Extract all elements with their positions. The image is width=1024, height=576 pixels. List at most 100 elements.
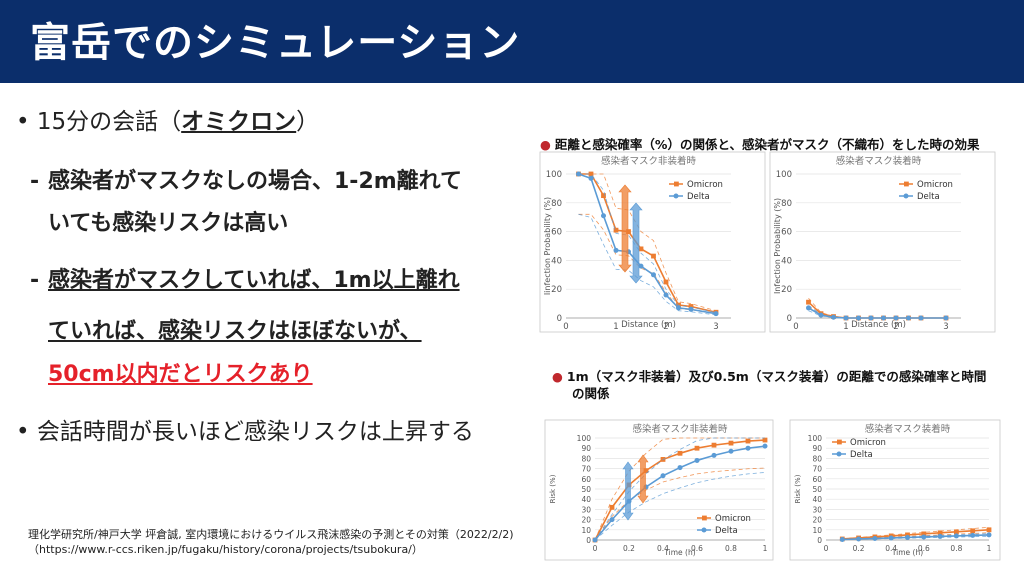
confidence-band-line xyxy=(842,535,990,541)
y-tick-label: 20 xyxy=(812,516,822,525)
dash-mark: - xyxy=(30,268,40,293)
delta-point xyxy=(626,498,632,504)
x-axis-label: Time (h) xyxy=(891,548,923,557)
source-line-1: 理化学研究所/神戸大学 坪倉誠, 室内環境におけるウイルス飛沫感染の予測とその対… xyxy=(28,528,514,541)
delta-point xyxy=(711,452,717,458)
legend-label: Delta xyxy=(715,526,738,536)
y-axis-label: Risk (%) xyxy=(549,474,557,503)
delta-point xyxy=(613,247,619,253)
y-tick-label: 80 xyxy=(551,199,562,209)
omicron-point xyxy=(694,445,700,451)
dash-text-2c: 50cm以内だとリスクあり xyxy=(48,362,313,387)
delta-point xyxy=(676,305,681,311)
bullet-time-text: 会話時間が長いほど感染リスクは上昇する xyxy=(36,419,474,445)
omicron-point xyxy=(713,309,719,315)
dash-text-1b: いても感染リスクは高い xyxy=(48,211,289,236)
title-bar: 富岳でのシミュレーション xyxy=(0,0,1024,83)
omicron-point xyxy=(626,229,631,234)
confidence-band-line xyxy=(808,310,946,319)
y-tick-label: 90 xyxy=(812,444,822,453)
omicron-point xyxy=(728,440,734,446)
source-citation: 理化学研究所/神戸大学 坪倉誠, 室内環境におけるウイルス飛沫感染の予測とその対… xyxy=(28,527,514,557)
omicron-point xyxy=(954,529,959,535)
delta-point xyxy=(868,315,874,321)
x-tick-label: 1 xyxy=(987,544,992,553)
range-arrow-shape xyxy=(622,461,634,521)
omicron-point xyxy=(986,527,992,533)
omicron-point xyxy=(970,528,976,534)
omicron-point xyxy=(881,315,886,321)
caption-top: ● 距離と感染確率（%）の関係と、感染者がマスク（不織布）をした時の効果 xyxy=(540,134,979,153)
y-tick-label: 60 xyxy=(781,228,792,238)
y-tick-label: 40 xyxy=(812,495,822,504)
omicron-point xyxy=(918,315,924,321)
legend-label: Delta xyxy=(917,192,940,202)
range-arrow-shape xyxy=(618,184,632,273)
chart-frame xyxy=(539,151,766,333)
range-arrow xyxy=(629,202,643,284)
range-arrow-shape xyxy=(629,202,643,284)
page-title: 富岳でのシミュレーション xyxy=(30,20,521,66)
y-tick-label: 50 xyxy=(581,485,591,494)
delta-point xyxy=(937,533,943,539)
series-line xyxy=(842,529,990,540)
y-axis-label: Risk (%) xyxy=(794,474,802,503)
delta-point xyxy=(839,536,845,542)
chart-title: 感染者マスク装着時 xyxy=(836,155,922,167)
omicron-point xyxy=(905,532,910,538)
omicron-point xyxy=(601,193,606,198)
delta-point xyxy=(918,315,924,321)
omicron-point xyxy=(856,535,861,541)
legend-label: Omicron xyxy=(687,180,723,190)
x-tick-label: 2 xyxy=(663,322,668,332)
omicron-point xyxy=(660,457,666,462)
delta-point xyxy=(694,457,700,463)
omicron-point xyxy=(888,533,894,539)
confidence-band-line xyxy=(578,173,717,313)
bullet-conversation: • 15分の会話（オミクロン） xyxy=(16,102,319,136)
omicron-point xyxy=(906,315,911,321)
y-tick-label: 0 xyxy=(817,536,822,545)
x-tick-label: 3 xyxy=(713,322,718,332)
delta-point xyxy=(970,532,976,538)
legend-label: Delta xyxy=(850,450,873,460)
omicron-point xyxy=(651,253,656,259)
x-tick-label: 0 xyxy=(563,322,568,332)
y-axis-label: Infection Probability (%) xyxy=(773,198,782,294)
omicron-point xyxy=(943,315,949,321)
delta-point xyxy=(831,314,836,320)
y-tick-label: 100 xyxy=(808,434,823,443)
chart-frame xyxy=(789,419,1001,561)
omicron-point xyxy=(745,438,751,444)
omicron-point xyxy=(676,302,681,308)
legend-marker xyxy=(674,181,679,187)
y-tick-label: 80 xyxy=(581,454,591,463)
confidence-band-line xyxy=(808,305,946,319)
chart-frame xyxy=(544,419,774,561)
delta-point xyxy=(881,315,886,321)
omicron-point xyxy=(609,504,615,510)
x-axis-label: Distance (m) xyxy=(621,320,676,330)
legend-label: Omicron xyxy=(850,438,886,448)
omicron-point xyxy=(831,314,836,319)
omicron-point xyxy=(921,531,927,537)
delta-point xyxy=(713,311,719,317)
y-tick-label: 90 xyxy=(581,444,591,453)
legend-marker xyxy=(836,451,842,457)
x-tick-label: 3 xyxy=(943,322,948,332)
omicron-point xyxy=(806,299,811,305)
omicron-point xyxy=(663,279,669,285)
chart-title: 感染者マスク非装着時 xyxy=(601,155,697,167)
x-tick-label: 0 xyxy=(793,322,798,332)
x-tick-label: 0.8 xyxy=(950,544,962,553)
delta-point xyxy=(872,535,878,541)
y-tick-label: 60 xyxy=(581,475,591,484)
delta-point xyxy=(762,443,768,449)
delta-point xyxy=(609,517,615,523)
x-tick-label: 1 xyxy=(763,544,768,553)
omicron-point xyxy=(592,537,598,543)
y-axis-label: Iinfection Probability (%) xyxy=(543,197,552,295)
series-line xyxy=(578,173,717,314)
y-tick-label: 100 xyxy=(577,434,592,443)
y-tick-label: 50 xyxy=(812,485,822,494)
